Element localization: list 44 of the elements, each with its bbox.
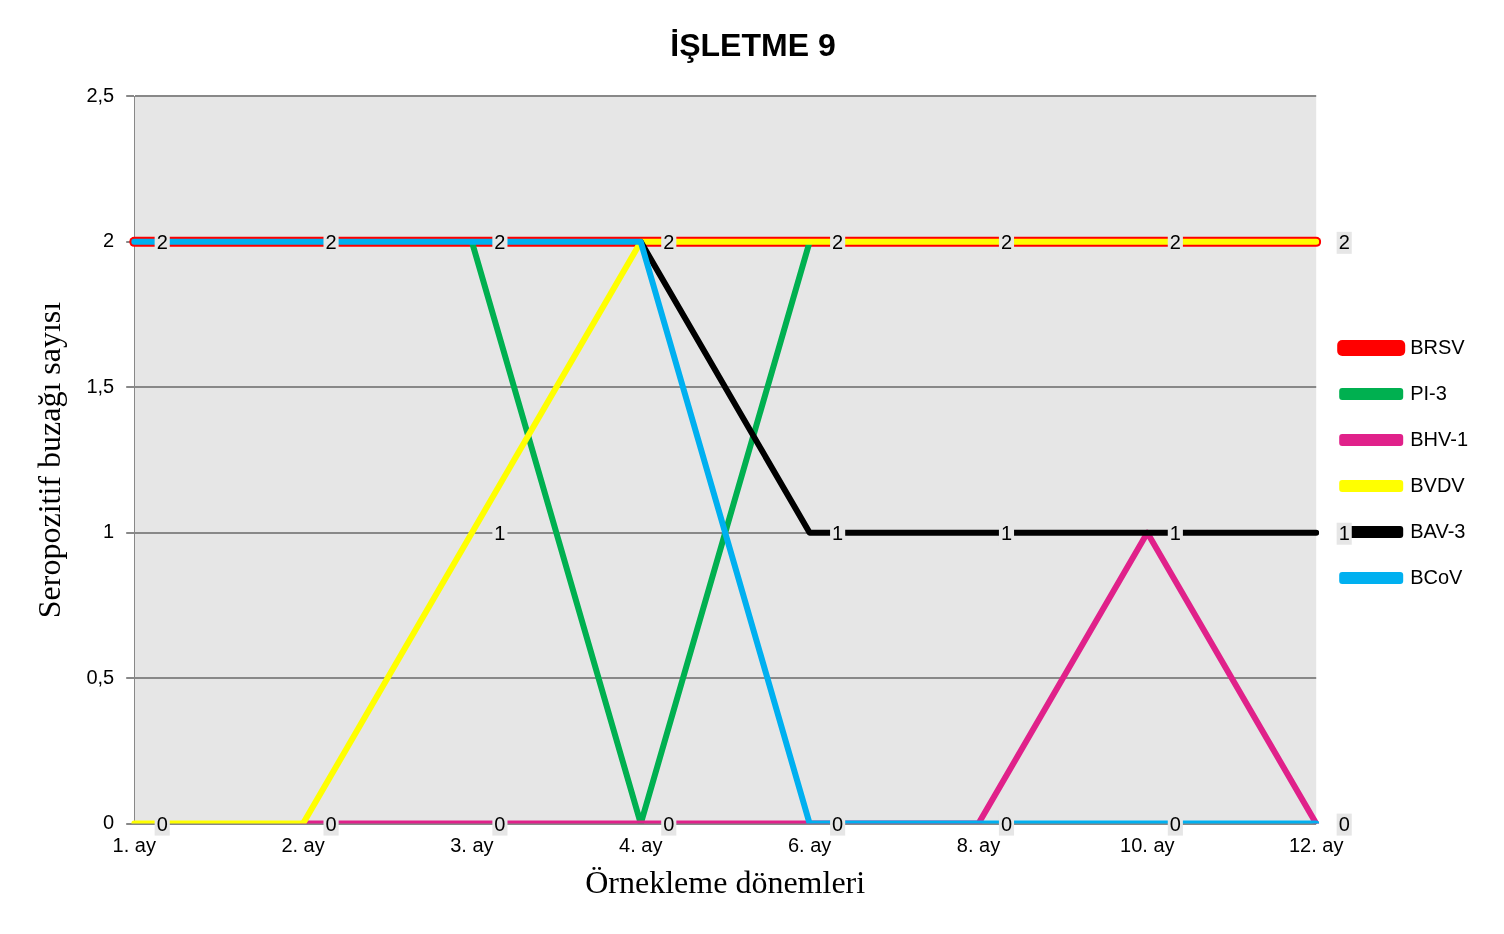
x-axis-title: Örnekleme dönemleri (585, 864, 866, 901)
x-tick-label: 12. ay (1288, 834, 1344, 857)
data-label: 0 (832, 813, 844, 836)
x-tick-label: 6. ay (787, 834, 832, 857)
y-tick-label: 1 (103, 520, 115, 543)
x-tick-label: 4. ay (619, 834, 663, 857)
data-label: 2 (325, 231, 337, 254)
y-tick-label: 0 (103, 811, 115, 834)
data-label: 2 (1169, 231, 1181, 254)
chart-title: İŞLETME 9 (670, 27, 836, 64)
data-label: 1 (1169, 522, 1181, 545)
y-tick-label: 0,5 (86, 665, 115, 688)
x-tick-label: 2. ay (281, 834, 325, 857)
data-label: 0 (325, 813, 337, 836)
y-tick-label: 2,5 (86, 83, 115, 106)
data-label: 2 (663, 231, 675, 254)
data-label: 2 (494, 231, 506, 254)
legend-label: BRSV (1410, 335, 1466, 358)
x-tick-label: 1. ay (112, 834, 156, 857)
data-label: 0 (1338, 813, 1350, 836)
legend-label: BCoV (1410, 565, 1464, 588)
y-axis-title: Seropozitif buzağı sayısı (30, 301, 67, 619)
data-label: 0 (494, 813, 506, 836)
legend-label: PI-3 (1410, 381, 1447, 404)
data-label: 2 (832, 231, 844, 254)
data-label: 1 (494, 522, 506, 545)
data-label: 1 (1338, 522, 1350, 545)
data-label: 2 (1000, 231, 1013, 254)
x-tick-label: 10. ay (1120, 834, 1175, 857)
legend-label: BHV-1 (1410, 427, 1469, 450)
y-tick-label: 2 (103, 229, 115, 252)
data-label: 0 (1169, 813, 1181, 836)
legend-label: BAV-3 (1410, 519, 1466, 542)
data-label: 1 (832, 522, 844, 545)
data-label: 0 (156, 813, 168, 836)
data-label: 2 (156, 231, 168, 254)
legend-label: BVDV (1410, 473, 1466, 496)
data-label: 0 (663, 813, 675, 836)
x-tick-label: 3. ay (450, 834, 494, 857)
y-tick-label: 1,5 (86, 374, 115, 397)
data-label: 0 (1000, 813, 1013, 836)
data-label: 2 (1338, 231, 1350, 254)
x-tick-label: 8. ay (956, 834, 1001, 857)
data-label: 1 (1000, 522, 1013, 545)
